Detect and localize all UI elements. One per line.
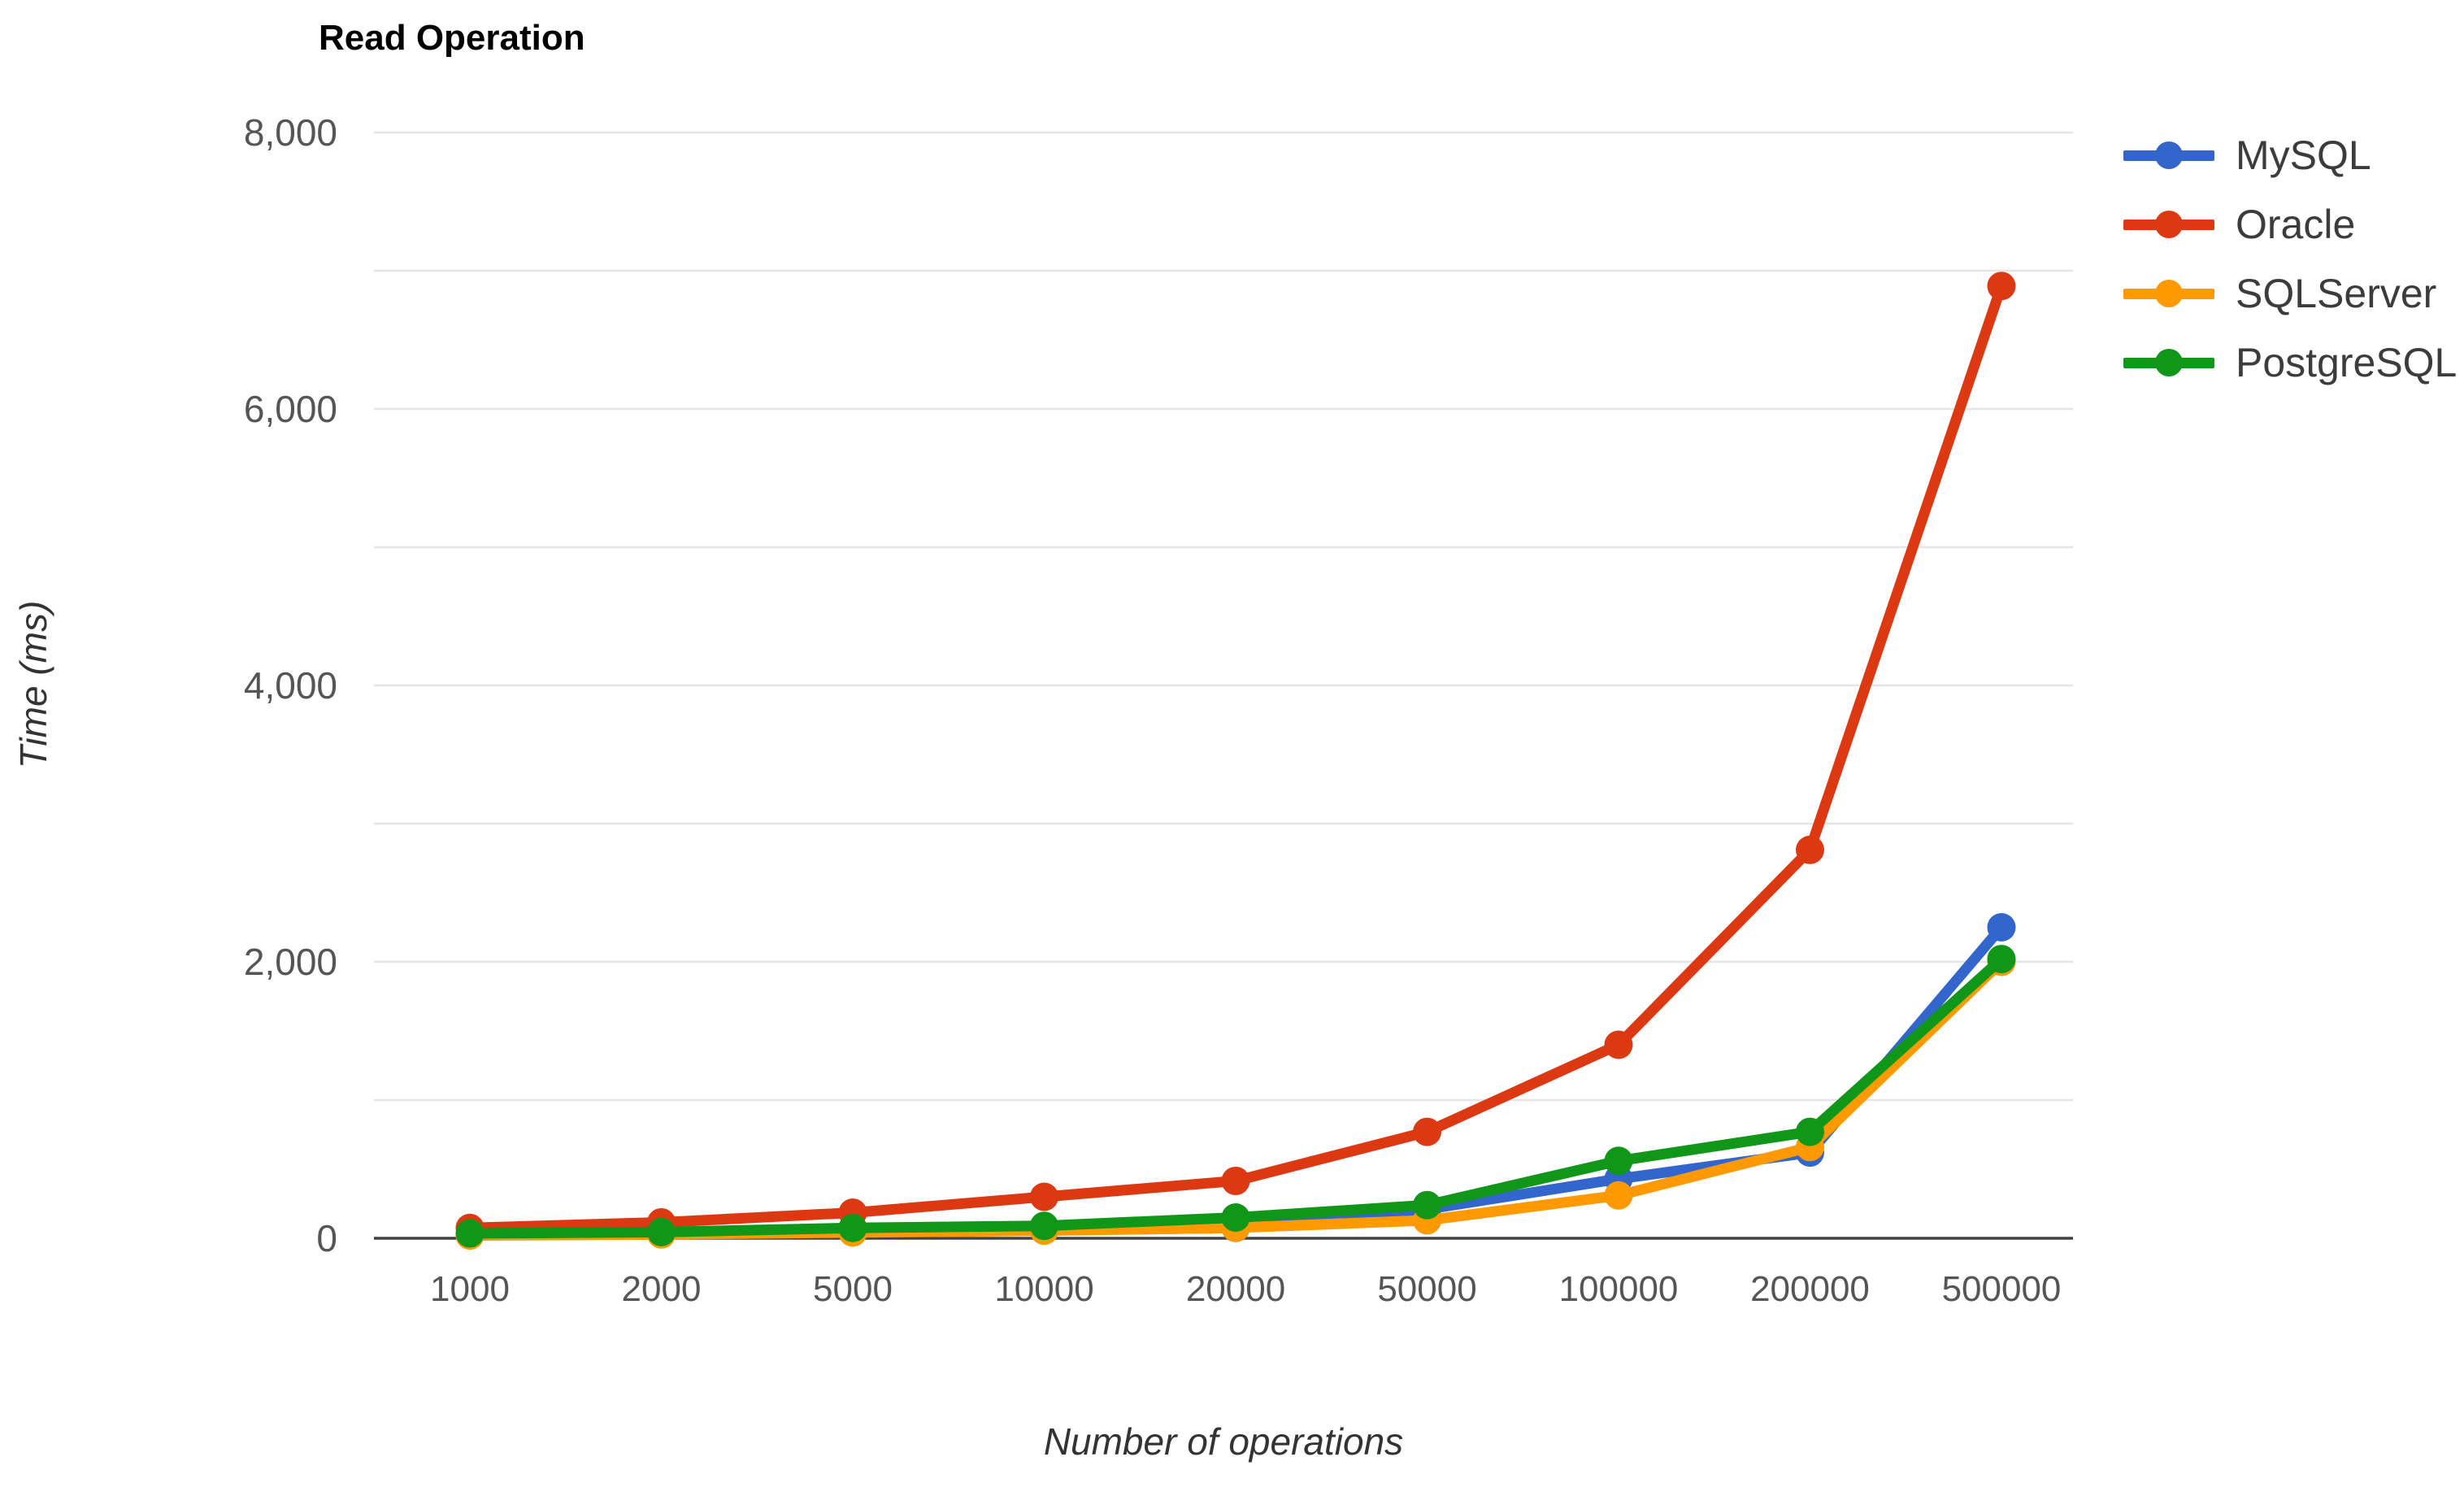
- x-tick-label: 20000: [1186, 1269, 1285, 1309]
- legend-label-oracle: Oracle: [2236, 201, 2356, 247]
- data-point-postgresql-2000[interactable]: [647, 1217, 676, 1246]
- data-point-sqlserver-100000[interactable]: [1604, 1181, 1633, 1210]
- legend-item-mysql[interactable]: MySQL: [2123, 120, 2457, 189]
- legend-swatch-oracle: [2123, 208, 2214, 241]
- x-tick-label: 50000: [1377, 1269, 1476, 1309]
- legend-swatch-sqlserver: [2123, 277, 2214, 310]
- data-point-postgresql-20000[interactable]: [1221, 1203, 1250, 1232]
- x-tick-label: 10000: [994, 1269, 1093, 1309]
- y-tick-label: 4,000: [244, 664, 337, 707]
- data-point-postgresql-50000[interactable]: [1413, 1190, 1441, 1220]
- x-axis-title: Number of operations: [1043, 1420, 1404, 1463]
- legend-item-sqlserver[interactable]: SQLServer: [2123, 259, 2457, 328]
- legend-label-sqlserver: SQLServer: [2236, 270, 2437, 316]
- y-tick-label: 6,000: [244, 388, 337, 430]
- data-point-oracle-100000[interactable]: [1604, 1030, 1633, 1059]
- legend: MySQL Oracle SQLServer PostgreSQL: [2123, 120, 2457, 397]
- legend-swatch-postgresql: [2123, 346, 2214, 379]
- series-line-oracle: [464, 280, 2007, 1233]
- x-tick-label: 500000: [1942, 1269, 2062, 1309]
- legend-label-postgresql: PostgreSQL: [2236, 339, 2457, 385]
- data-point-postgresql-100000[interactable]: [1604, 1146, 1633, 1176]
- x-tick-label: 200000: [1750, 1269, 1870, 1309]
- legend-dot-icon: [2155, 210, 2183, 238]
- data-point-postgresql-10000[interactable]: [1030, 1211, 1058, 1241]
- y-tick-label: 2,000: [244, 941, 337, 983]
- x-tick-label: 1000: [430, 1269, 510, 1309]
- x-tick-label: 5000: [813, 1269, 893, 1309]
- data-point-oracle-500000[interactable]: [1987, 272, 2016, 301]
- data-point-postgresql-200000[interactable]: [1796, 1117, 1824, 1146]
- legend-dot-icon: [2155, 279, 2183, 307]
- legend-label-mysql: MySQL: [2236, 132, 2371, 178]
- y-tick-label: 0: [316, 1217, 337, 1259]
- data-point-postgresql-500000[interactable]: [1987, 945, 2016, 974]
- legend-item-postgresql[interactable]: PostgreSQL: [2123, 328, 2457, 397]
- data-point-oracle-10000[interactable]: [1030, 1182, 1058, 1211]
- y-tick-label: 8,000: [244, 111, 337, 154]
- x-tick-label: 100000: [1559, 1269, 1679, 1309]
- data-point-oracle-50000[interactable]: [1413, 1117, 1441, 1146]
- chart-title: Read Operation: [319, 18, 585, 58]
- legend-item-oracle[interactable]: Oracle: [2123, 189, 2457, 259]
- data-point-oracle-200000[interactable]: [1796, 835, 1824, 864]
- data-point-postgresql-5000[interactable]: [838, 1213, 867, 1242]
- legend-dot-icon: [2155, 141, 2183, 169]
- data-point-oracle-20000[interactable]: [1221, 1166, 1250, 1195]
- data-point-postgresql-1000[interactable]: [455, 1219, 485, 1248]
- legend-dot-icon: [2155, 348, 2183, 376]
- x-tick-label: 2000: [622, 1269, 702, 1309]
- data-point-mysql-500000[interactable]: [1987, 913, 2016, 942]
- legend-swatch-mysql: [2123, 139, 2214, 172]
